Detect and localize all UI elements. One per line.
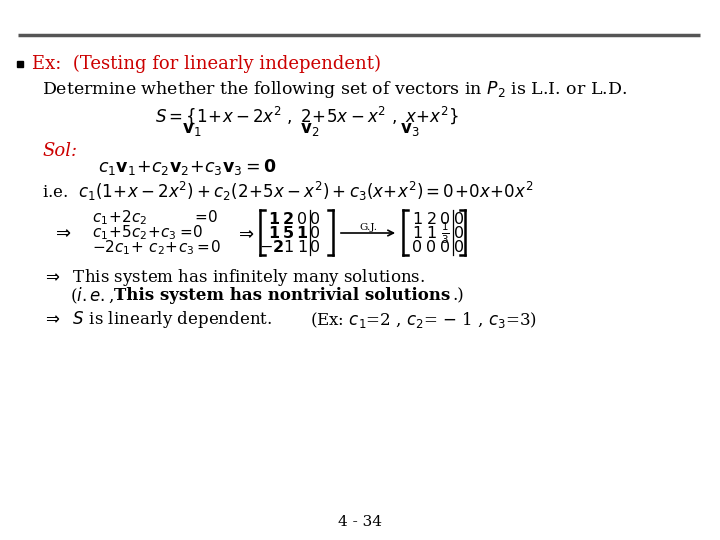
Text: $1$: $1$ [297,239,307,255]
Text: $\mathbf{1}$: $\mathbf{1}$ [296,225,308,241]
Text: $0$: $0$ [310,211,320,227]
Text: $0$: $0$ [310,225,320,241]
Text: $0$: $0$ [454,211,464,227]
Text: $0$: $0$ [454,225,464,241]
Text: $\frac{1}{3}$: $\frac{1}{3}$ [441,220,449,246]
Text: Determine whether the following set of vectors in $P_2$ is L.I. or L.D.: Determine whether the following set of v… [42,78,627,99]
Text: $0$: $0$ [439,211,451,227]
Text: $0$: $0$ [426,239,436,255]
Text: $c_1\!+\!2c_2\qquad\quad =\!0$: $c_1\!+\!2c_2\qquad\quad =\!0$ [92,208,218,227]
Text: $0$: $0$ [297,211,307,227]
Text: $\mathbf{2}$: $\mathbf{2}$ [282,211,294,227]
Text: $\mathbf{v}_3$: $\mathbf{v}_3$ [400,122,420,138]
Text: $\mathbf{1}$: $\mathbf{1}$ [268,225,280,241]
Text: G.J.: G.J. [359,222,377,232]
Text: $0$: $0$ [439,239,451,255]
Text: $S = \{1\!+\!x - 2x^2\ ,\ 2\!+\!5x - x^2\ ,\ x\!+\!x^2\}$: $S = \{1\!+\!x - 2x^2\ ,\ 2\!+\!5x - x^2… [155,104,459,126]
Text: $\mathbf{v}_1$: $\mathbf{v}_1$ [182,122,202,138]
Text: .): .) [452,287,464,305]
Text: $\Rightarrow$  This system has infinitely many solutions.: $\Rightarrow$ This system has infinitely… [42,267,425,288]
Text: $c_1\mathbf{v}_1\!+\!c_2\mathbf{v}_2\!+\!c_3\mathbf{v}_3 = \mathbf{0}$: $c_1\mathbf{v}_1\!+\!c_2\mathbf{v}_2\!+\… [98,157,276,177]
Text: $1$: $1$ [426,225,436,241]
Text: $1$: $1$ [412,211,423,227]
Text: ($i.e.$,: ($i.e.$, [70,286,116,306]
Text: $1$: $1$ [412,225,423,241]
Text: 4 - 34: 4 - 34 [338,515,382,529]
Text: $\Rightarrow$: $\Rightarrow$ [235,224,255,242]
Text: $\Rightarrow$  $S$ is linearly dependent.: $\Rightarrow$ $S$ is linearly dependent. [42,309,272,330]
Text: $\Rightarrow$: $\Rightarrow$ [52,223,72,241]
Text: $c_1\!+\!5c_2\!+\!c_3 =\!0$: $c_1\!+\!5c_2\!+\!c_3 =\!0$ [92,224,203,242]
Text: (Ex: $c_1$=2 , $c_2$= $-$ 1 , $c_3$=3): (Ex: $c_1$=2 , $c_2$= $-$ 1 , $c_3$=3) [310,310,537,330]
Text: $0$: $0$ [310,239,320,255]
Text: This system has nontrivial solutions: This system has nontrivial solutions [114,287,450,305]
Text: $-2c_1\!+\!\ c_2\!+\!c_3 =\!0$: $-2c_1\!+\!\ c_2\!+\!c_3 =\!0$ [92,239,221,258]
Text: $2$: $2$ [426,211,436,227]
Text: $-\mathbf{2}$: $-\mathbf{2}$ [259,239,284,255]
Text: i.e.  $c_1(1\!+\!x - 2x^2) + c_2(2\!+\!5x - x^2) + c_3(x\!+\!x^2) = 0\!+\!0x\!+\: i.e. $c_1(1\!+\!x - 2x^2) + c_2(2\!+\!5x… [42,179,534,202]
Text: $0$: $0$ [412,239,423,255]
Text: $\mathbf{v}_2$: $\mathbf{v}_2$ [300,122,319,138]
Text: Sol:: Sol: [42,142,77,160]
Text: $1$: $1$ [283,239,293,255]
Text: $\mathbf{1}$: $\mathbf{1}$ [268,211,280,227]
Text: $\mathbf{5}$: $\mathbf{5}$ [282,225,294,241]
Text: $0$: $0$ [454,239,464,255]
Text: Ex:  (Testing for linearly independent): Ex: (Testing for linearly independent) [32,55,381,73]
